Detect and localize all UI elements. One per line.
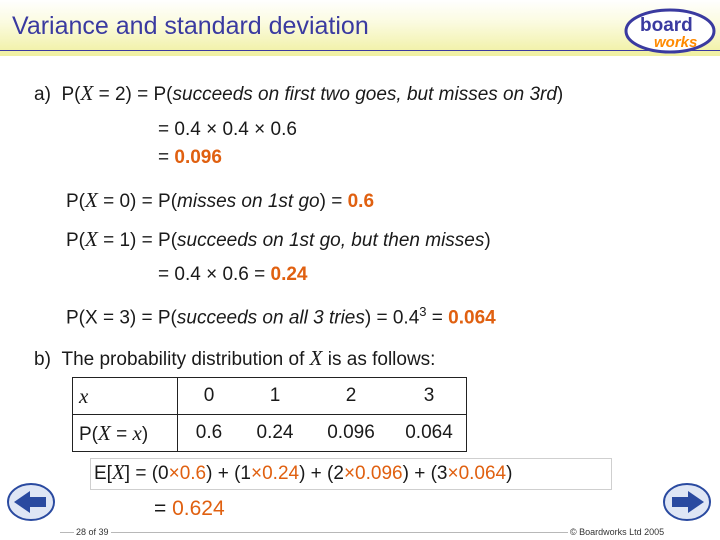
logo-word-works: works xyxy=(654,34,697,51)
term-text: ) + (2 xyxy=(299,463,344,484)
prob-open: P(X = 3) = P( xyxy=(66,307,177,329)
prob-mid: = 1) = P( xyxy=(97,230,178,251)
table-row-x: x 0 1 2 3 xyxy=(72,377,467,415)
prob-close: ) xyxy=(556,84,564,105)
table-cell: 0.096 xyxy=(310,414,392,452)
term-value: ×0.6 xyxy=(168,463,207,484)
header-p-lx: x xyxy=(132,420,142,445)
term-value: ×0.096 xyxy=(343,463,403,484)
page-number: 28 of 39 xyxy=(74,527,111,537)
variable-x: X xyxy=(309,346,323,370)
footer-divider xyxy=(60,532,660,533)
title-bar xyxy=(0,0,720,56)
header-p-eq: = xyxy=(110,423,133,445)
right-arrow-icon xyxy=(672,491,704,513)
table-cell: 1 xyxy=(240,377,310,415)
header-p-x: X xyxy=(98,420,111,445)
prob-mid: = 2) = P( xyxy=(93,84,173,105)
term-text: ] = (0 xyxy=(124,463,169,484)
part-a-line-4: P(X = 0) = P(misses on 1st go) = 0.6 xyxy=(66,188,374,213)
prob-open: P( xyxy=(61,84,81,105)
event-description: succeeds on all 3 tries xyxy=(176,307,365,329)
table-header-p: P(X = x) xyxy=(72,414,178,452)
calculation: = 0.4 × 0.6 = xyxy=(158,264,271,285)
table-cell: 3 xyxy=(392,377,467,415)
logo-word-board: board xyxy=(640,15,693,36)
equals: = xyxy=(426,307,449,329)
previous-slide-button[interactable] xyxy=(6,482,56,522)
header-p-close: ) xyxy=(141,423,149,445)
table-cell: 0 xyxy=(177,377,240,415)
equals: = xyxy=(154,497,173,520)
prob-mid: = 0) = P( xyxy=(97,191,178,212)
expectation-open: E[ xyxy=(94,463,112,484)
event-description: succeeds on 1st go, but then misses xyxy=(177,230,485,251)
expectation-formula-box xyxy=(90,458,612,490)
expectation-result: = 0.624 xyxy=(154,497,225,521)
part-b-text-end: is as follows: xyxy=(322,349,436,370)
result-value: 0.624 xyxy=(172,497,225,520)
expectation-formula: E[X] = (0×0.6) + (1×0.24) + (2×0.096) + … xyxy=(94,460,512,485)
variable-x: X xyxy=(85,227,98,251)
result-value: 0.6 xyxy=(347,191,375,212)
probability-distribution-table: x 0 1 2 3 P(X = x) 0.6 0.24 0.096 0.064 xyxy=(72,377,467,452)
table-cell: 2 xyxy=(310,377,392,415)
variable-x: X xyxy=(80,81,94,105)
slide-title: Variance and standard deviation xyxy=(12,12,369,40)
result-value: 0.24 xyxy=(270,264,308,285)
part-a-line-6: = 0.4 × 0.6 = 0.24 xyxy=(158,264,308,286)
term-text: ) + (1 xyxy=(206,463,251,484)
prob-open: P( xyxy=(66,230,85,251)
part-a-line-3: = 0.096 xyxy=(158,147,222,169)
variable-x: X xyxy=(111,460,125,484)
part-b-heading: b) The probability distribution of X is … xyxy=(34,346,435,371)
prob-close: ) = xyxy=(319,191,348,212)
exponent: 3 xyxy=(419,304,427,319)
copyright: © Boardworks Ltd 2005 xyxy=(568,527,667,537)
left-arrow-icon xyxy=(14,491,46,513)
equals: = xyxy=(158,147,175,168)
result-value: 0.096 xyxy=(174,147,222,168)
prob-open: P( xyxy=(66,191,85,212)
term-value: ×0.24 xyxy=(251,463,300,484)
table-row-p: P(X = x) 0.6 0.24 0.096 0.064 xyxy=(72,414,467,452)
title-divider xyxy=(0,50,720,51)
table-cell: 0.064 xyxy=(392,414,467,452)
part-a-line-2: = 0.4 × 0.4 × 0.6 xyxy=(158,119,297,140)
result-value: 0.064 xyxy=(448,307,496,329)
term-value: ×0.064 xyxy=(447,463,507,484)
part-a-line-7: P(X = 3) = P(succeeds on all 3 tries) = … xyxy=(66,304,496,329)
table-header-x: x xyxy=(72,377,178,415)
event-description: misses on 1st go xyxy=(177,191,320,212)
part-a-label: a) xyxy=(34,84,51,105)
variable-x: X xyxy=(85,188,98,212)
table-cell: 0.6 xyxy=(177,414,240,452)
header-p-open: P( xyxy=(79,423,98,445)
event-description: succeeds on first two goes, but misses o… xyxy=(172,84,557,105)
table-cell: 0.24 xyxy=(240,414,310,452)
part-a-line-1: a) P(X = 2) = P(succeeds on first two go… xyxy=(34,81,563,106)
part-a-line-5: P(X = 1) = P(succeeds on 1st go, but the… xyxy=(66,227,491,252)
part-b-label: b) xyxy=(34,349,51,370)
term-text: ) + (3 xyxy=(402,463,448,484)
prob-close: ) xyxy=(484,230,491,251)
term-text: ) xyxy=(506,463,513,484)
next-slide-button[interactable] xyxy=(662,482,712,522)
prob-mid: ) = 0.4 xyxy=(364,307,420,329)
part-b-text: The probability distribution of xyxy=(61,349,310,370)
header-x-symbol: x xyxy=(79,383,89,408)
boardworks-logo: board works xyxy=(624,8,716,54)
